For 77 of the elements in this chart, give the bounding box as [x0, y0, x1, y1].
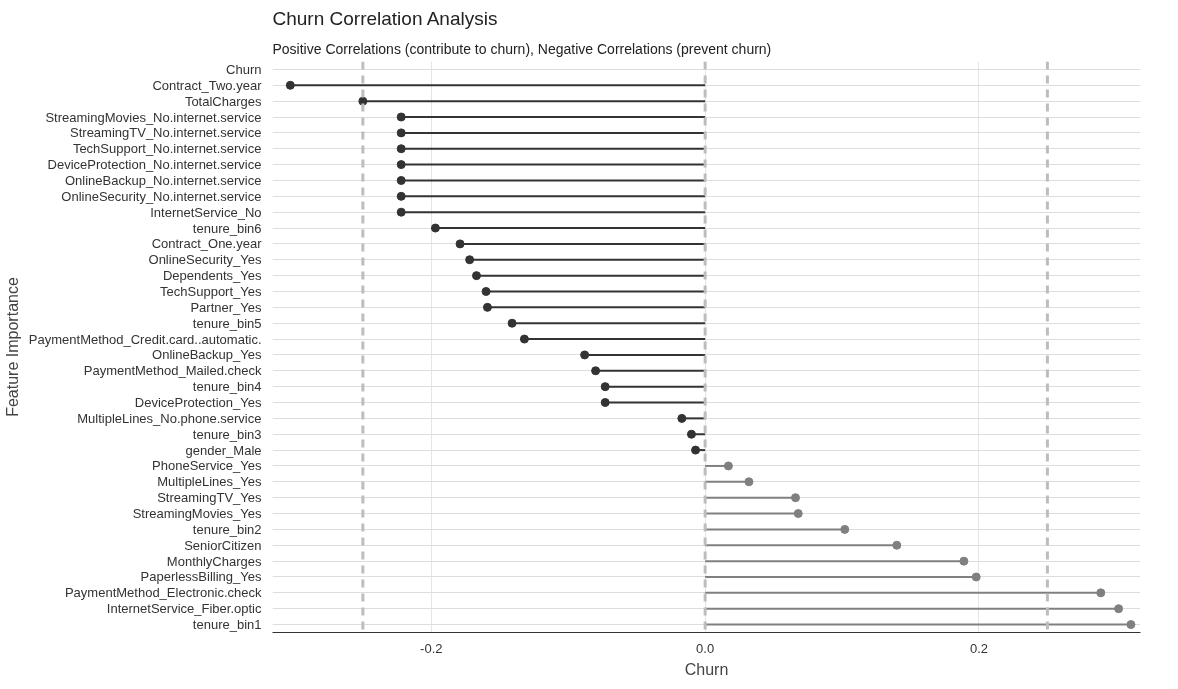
chart-subtitle: Positive Correlations (contribute to churn), Negative Correlations (prevent churn)	[272, 40, 772, 57]
point	[396, 207, 406, 217]
y-tick-label: gender_Male	[185, 442, 262, 458]
y-tick-label: MultipleLines_Yes	[157, 474, 262, 490]
point	[396, 112, 406, 122]
y-tick-label: PaymentMethod_Credit.card..automatic.	[28, 331, 262, 347]
y-tick-label: tenure_bin4	[192, 379, 262, 395]
point	[465, 255, 475, 265]
x-tick-label: 0.2	[969, 640, 988, 656]
y-tick-label: Churn	[226, 61, 262, 77]
y-tick-label: StreamingTV_Yes	[157, 490, 262, 506]
y-tick-label: InternetService_Fiber.optic	[106, 601, 262, 617]
point	[471, 271, 481, 281]
y-tick-label: TechSupport_Yes	[160, 283, 262, 299]
point	[790, 493, 800, 503]
point	[481, 286, 491, 296]
y-tick-label: TotalCharges	[184, 93, 262, 109]
point	[507, 318, 517, 328]
y-tick-label: PaymentMethod_Electronic.check	[64, 585, 262, 601]
point	[793, 509, 803, 519]
y-tick-label: tenure_bin6	[192, 220, 262, 236]
point	[482, 302, 492, 312]
chart-title: Churn Correlation Analysis	[272, 7, 498, 29]
y-tick-label: StreamingMovies_No.internet.service	[45, 109, 262, 125]
point	[677, 413, 687, 423]
point	[455, 239, 465, 249]
x-tick-label: -0.2	[420, 640, 443, 656]
y-tick-label: OnlineSecurity_No.internet.service	[61, 188, 262, 204]
y-tick-label: InternetService_No	[150, 204, 262, 220]
point	[591, 366, 601, 376]
y-tick-label: PaperlessBilling_Yes	[140, 569, 262, 585]
point	[840, 524, 850, 534]
y-tick-label: StreamingTV_No.internet.service	[70, 125, 262, 141]
point	[396, 175, 406, 185]
point	[600, 382, 610, 392]
y-tick-label: tenure_bin5	[192, 315, 262, 331]
point	[971, 572, 981, 582]
y-tick-label: OnlineBackup_No.internet.service	[64, 172, 262, 188]
y-tick-label: SeniorCitizen	[184, 537, 262, 553]
y-tick-label: DeviceProtection_No.internet.service	[47, 157, 262, 173]
point	[686, 429, 696, 439]
y-tick-label: Contract_Two.year	[152, 77, 263, 93]
point	[959, 556, 969, 566]
x-axis-title: Churn	[684, 660, 729, 678]
point	[892, 540, 902, 550]
y-axis-title: Feature Importance	[3, 277, 21, 417]
point	[580, 350, 590, 360]
y-tick-label: OnlineBackup_Yes	[152, 347, 262, 363]
y-tick-label: MonthlyCharges	[166, 553, 262, 569]
y-tick-label: tenure_bin2	[192, 521, 262, 537]
point	[396, 191, 406, 201]
y-tick-label: OnlineSecurity_Yes	[148, 252, 262, 268]
y-tick-label: Dependents_Yes	[162, 268, 262, 284]
point	[1114, 604, 1124, 614]
y-tick-label: Partner_Yes	[190, 299, 262, 315]
point	[396, 128, 406, 138]
point	[1096, 588, 1106, 598]
y-tick-label: tenure_bin3	[192, 426, 262, 442]
point	[396, 160, 406, 170]
y-tick-label: MultipleLines_No.phone.service	[77, 410, 262, 426]
y-tick-label: PhoneService_Yes	[152, 458, 262, 474]
y-tick-label: Contract_One.year	[151, 236, 263, 252]
point	[691, 445, 701, 455]
point	[396, 144, 406, 154]
point	[744, 477, 754, 487]
y-tick-label: StreamingMovies_Yes	[132, 506, 262, 522]
point	[519, 334, 529, 344]
y-tick-label: TechSupport_No.internet.service	[72, 141, 262, 157]
point	[285, 80, 295, 90]
point	[723, 461, 733, 471]
point	[1126, 620, 1136, 630]
x-tick-label: 0.0	[696, 640, 715, 656]
point	[600, 398, 610, 408]
y-tick-label: DeviceProtection_Yes	[134, 395, 262, 411]
y-tick-label: tenure_bin1	[192, 617, 262, 633]
y-tick-label: PaymentMethod_Mailed.check	[83, 363, 262, 379]
point	[430, 223, 440, 233]
